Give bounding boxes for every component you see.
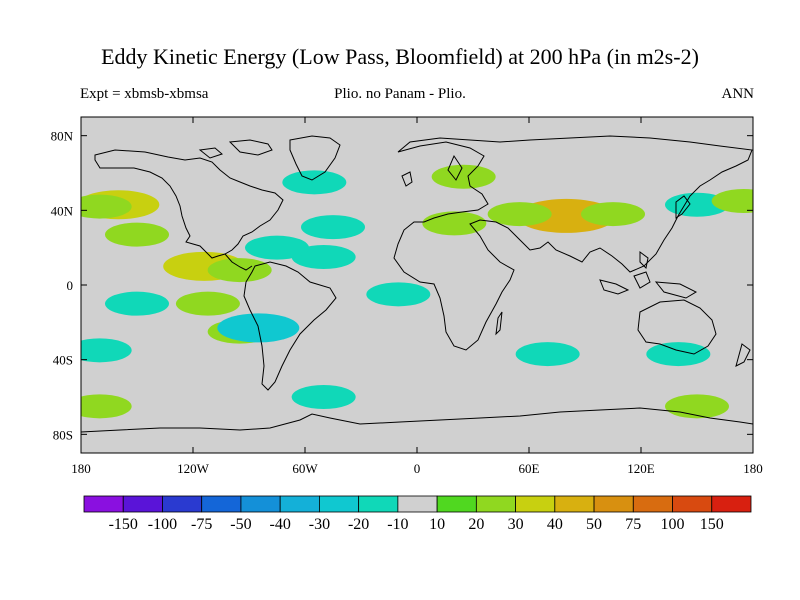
colorbar-label: -40: [270, 516, 291, 533]
field-patch-5: [81, 194, 132, 219]
colorbar-swatch-4: [240, 495, 281, 513]
colorbar-label: 150: [700, 516, 724, 533]
field-patch-19: [711, 189, 753, 213]
field-patch-20: [431, 164, 496, 189]
colorbar-swatch-8: [397, 495, 438, 513]
x-tick-label: 120E: [627, 461, 655, 476]
colorbar-label: -50: [230, 516, 251, 533]
colorbar-label: -150: [109, 516, 138, 533]
colorbar-swatch-2: [162, 495, 203, 513]
y-tick-label: 80N: [51, 129, 74, 144]
field-patches: [81, 164, 753, 419]
field-patch-3: [422, 211, 487, 236]
experiment-label: Expt = xbmsb-xbmsa: [80, 86, 209, 102]
colorbar-label: 100: [661, 516, 685, 533]
plot-title: Eddy Kinetic Energy (Low Pass, Bloomfiel…: [101, 44, 699, 69]
field-patch-21: [282, 170, 347, 195]
colorbar: -150 -100 -75 -50 -40 -30 -20 -10 10 20 30 40 50 75 10…: [83, 495, 752, 533]
colorbar-swatch-16: [711, 495, 752, 513]
colorbar-label: 30: [508, 516, 524, 533]
colorbar-swatch-9: [436, 495, 477, 513]
colorbar-swatch-11: [515, 495, 556, 513]
colorbar-label: -20: [348, 516, 369, 533]
colorbar-swatch-0: [83, 495, 124, 513]
colorbar-label: 75: [625, 516, 641, 533]
x-tick-label: 60W: [292, 461, 318, 476]
colorbar-swatch-7: [358, 495, 399, 513]
y-tick-label: 40S: [53, 353, 73, 368]
axis-ticks: 180 120W 60W 0 60E 120E 180 80N 40N 0 40S 80S: [51, 117, 763, 476]
field-patch-26: [81, 394, 132, 419]
comparison-label: Plio. no Panam - Plio.: [334, 86, 466, 102]
field-patch-1: [487, 202, 552, 227]
season-label: ANN: [721, 86, 755, 102]
field-patch-8: [207, 258, 272, 283]
field-patch-15: [245, 235, 309, 260]
field-patch-22: [665, 394, 729, 419]
colorbar-swatch-14: [632, 495, 673, 513]
field-patch-9: [175, 291, 240, 316]
field-patch-12: [366, 282, 431, 307]
colorbar-label: 20: [468, 516, 484, 533]
x-tick-label: 180: [743, 461, 763, 476]
y-tick-label: 80S: [53, 427, 73, 442]
y-tick-label: 0: [67, 278, 74, 293]
x-tick-label: 60E: [519, 461, 540, 476]
colorbar-swatch-15: [672, 495, 713, 513]
field-patch-23: [291, 385, 356, 409]
colorbar-label: 50: [586, 516, 602, 533]
colorbar-swatch-1: [122, 495, 163, 513]
colorbar-label: 40: [547, 516, 563, 533]
field-patch-6: [105, 222, 169, 247]
x-tick-label: 180: [71, 461, 91, 476]
x-tick-label: 120W: [177, 461, 210, 476]
colorbar-swatch-12: [554, 495, 595, 513]
x-tick-label: 0: [414, 461, 421, 476]
y-tick-label: 40N: [51, 203, 74, 218]
field-patch-14: [301, 215, 365, 240]
colorbar-swatch-13: [593, 495, 634, 513]
colorbar-swatch-3: [201, 495, 242, 513]
coastlines: [81, 135, 753, 433]
field-patch-25: [81, 338, 132, 363]
field-patch-2: [581, 202, 645, 227]
colorbar-label: 10: [429, 516, 445, 533]
colorbar-label: -75: [191, 516, 212, 533]
colorbar-label: -30: [309, 516, 330, 533]
field-patch-17: [646, 342, 711, 367]
colorbar-swatch-10: [475, 495, 516, 513]
colorbar-label: -10: [387, 516, 408, 533]
field-patch-16: [515, 342, 580, 367]
colorbar-swatch-5: [279, 495, 320, 513]
colorbar-swatch-6: [319, 495, 360, 513]
field-patch-24: [105, 291, 169, 316]
colorbar-label: -100: [148, 516, 177, 533]
